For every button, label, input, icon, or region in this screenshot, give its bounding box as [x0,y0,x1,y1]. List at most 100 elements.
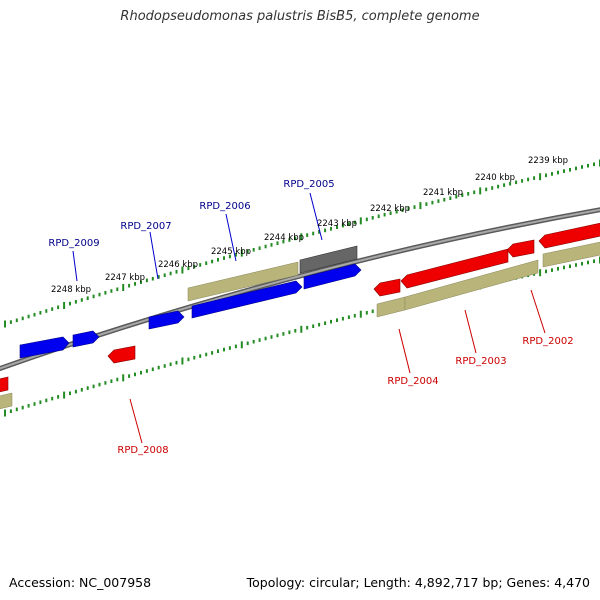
minor-tick [252,339,255,344]
major-tick [300,233,303,241]
scale-label: 2248 kbp [51,285,91,295]
major-tick [4,409,6,417]
minor-tick [163,273,166,277]
scale-labels: 2239 kbp 2240 kbp 2241 kbp 2242 kbp 2243… [51,156,568,295]
page-title: Rhodopseudomonas palustris BisB5, comple… [120,9,480,24]
minor-tick [116,287,119,292]
minor-tick [128,374,131,378]
scale-label: 2242 kbp [370,204,410,214]
feature-band[interactable] [187,261,299,302]
gene-arrow-reverse[interactable] [400,248,509,289]
minor-tick [217,258,219,262]
gene-label-forward[interactable]: RPD_2005 [283,179,334,190]
minor-tick [395,209,398,214]
minor-tick [80,388,83,392]
minor-tick [581,261,583,266]
minor-tick [306,325,309,330]
minor-tick [140,370,142,375]
minor-tick [175,270,178,274]
minor-tick [228,254,231,259]
gene-label-forward[interactable]: RPD_2007 [120,221,171,232]
gene-arrow-forward[interactable] [19,336,70,359]
minor-tick [545,269,547,274]
gene-arrow-forward[interactable] [148,310,185,330]
minor-tick [27,404,30,408]
gene-arrow-reverse[interactable] [0,376,9,393]
minor-tick [533,176,536,180]
minor-tick [86,386,89,390]
scale-label: 2245 kbp [211,247,251,257]
minor-tick [593,162,595,167]
gene-label-reverse[interactable]: RPD_2002 [522,336,573,347]
scale-label: 2243 kbp [317,219,357,229]
minor-tick [33,312,36,317]
minor-tick [21,316,24,321]
major-tick [240,341,243,349]
minor-tick [503,183,506,187]
minor-tick [258,338,261,342]
feature-band[interactable] [0,392,13,410]
major-tick [181,357,184,365]
minor-tick [157,365,160,370]
minor-tick [306,233,309,237]
minor-tick [169,362,172,367]
accession-label: Accession: NC_007958 [9,575,152,590]
gene-label-reverse[interactable]: RPD_2004 [387,376,438,387]
minor-tick [593,259,595,263]
major-tick [359,310,362,318]
feature-band[interactable] [376,296,406,318]
minor-tick [98,382,101,387]
gene-label-reverse[interactable]: RPD_2008 [117,445,168,456]
minor-tick [134,372,136,377]
gene-label-forward[interactable]: RPD_2009 [48,238,99,249]
gene-arrow-forward[interactable] [72,330,100,348]
minor-tick [51,307,54,311]
minor-tick [92,294,95,299]
minor-tick [425,202,428,206]
scale-label: 2246 kbp [158,260,198,270]
major-tick [122,284,125,291]
scale-label: 2239 kbp [528,156,568,166]
minor-tick [104,381,107,385]
gene-arrow-forward[interactable] [303,263,362,290]
minor-tick [437,199,440,203]
gene-arrow-reverse[interactable] [538,221,600,249]
feature-bands [0,240,600,410]
minor-tick [330,319,332,324]
minor-tick [353,220,356,225]
gene-arrow-reverse[interactable] [506,239,535,258]
minor-tick [371,216,374,220]
minor-tick [39,400,42,404]
gene-arrow-forward[interactable] [191,280,303,319]
minor-tick [80,298,83,302]
feature-band[interactable] [542,240,600,268]
minor-tick [461,193,464,197]
major-tick [4,320,6,328]
minor-tick [551,268,553,272]
minor-tick [575,166,577,171]
minor-tick [74,300,77,304]
feature-band[interactable] [404,259,539,311]
gene-label-forward[interactable]: RPD_2006 [199,201,250,212]
minor-tick [104,291,107,295]
minor-tick [199,263,202,267]
gene-label-reverse[interactable]: RPD_2003 [455,356,506,367]
minor-tick [383,212,386,217]
minor-tick [581,165,583,169]
minor-tick [401,208,404,212]
minor-tick [294,236,297,241]
minor-tick [282,332,285,336]
minor-tick [336,318,338,322]
gene-arrow-reverse[interactable] [107,345,136,364]
minor-tick [312,324,315,328]
minor-tick [270,243,273,247]
gene-arrow-reverse[interactable] [373,278,401,297]
minor-tick [587,163,589,168]
minor-tick [151,276,154,281]
minor-tick [86,296,89,300]
minor-tick [575,263,577,267]
minor-tick [193,355,196,360]
minor-tick [365,311,368,315]
minor-tick [318,230,321,234]
gene-arrow-other[interactable] [299,245,358,274]
